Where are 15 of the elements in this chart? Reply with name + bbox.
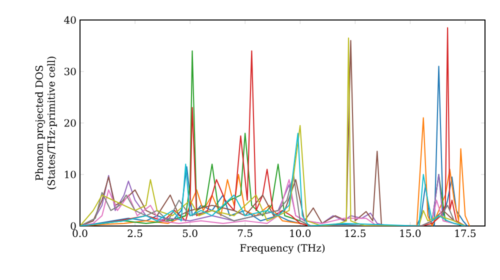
x-tick-label: 2.5	[128, 230, 142, 238]
y-tick-label: 0	[70, 222, 76, 230]
x-tick-label: 15.0	[400, 230, 421, 238]
y-tick-label: 10	[64, 170, 76, 178]
x-tick-label: 5.0	[182, 230, 198, 238]
x-axis-title: Frequency (THz)	[240, 244, 325, 254]
y-tick-label: 30	[64, 68, 76, 76]
x-tick-label: 12.5	[345, 230, 366, 238]
y-axis-title: Phonon projected DOS (States/THz·primitive cell)	[35, 56, 57, 190]
y-tick-label: 40	[64, 16, 76, 24]
x-tick-label: 7.5	[238, 230, 252, 237]
y-tick-label: 20	[64, 119, 76, 127]
x-tick-label: 17.5	[455, 230, 476, 238]
x-tick-label: 10.0	[290, 230, 311, 238]
x-tick-label: 0.0	[72, 230, 88, 238]
